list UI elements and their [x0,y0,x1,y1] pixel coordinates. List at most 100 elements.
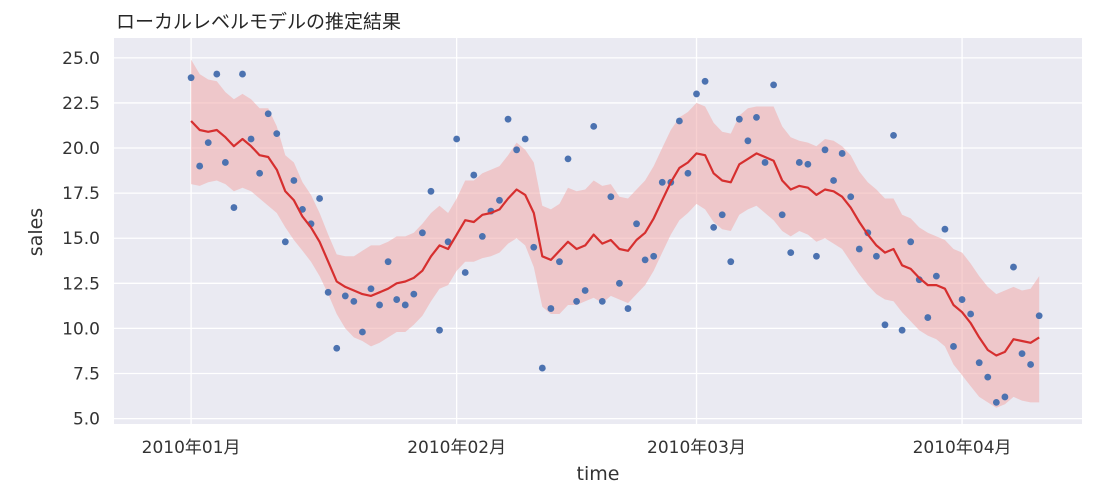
data-point [350,297,358,305]
data-point [1001,393,1009,401]
data-point [333,344,341,352]
data-point [213,70,221,78]
data-point [838,150,846,157]
data-point [984,373,992,381]
data-point [616,279,623,287]
data-point [410,290,418,298]
data-point [504,115,512,123]
data-point [187,74,195,82]
data-point [513,146,521,154]
data-point [675,117,683,125]
data-point [701,77,709,85]
data-point [521,135,529,143]
data-point [898,326,906,334]
data-point [221,159,229,166]
data-point [436,326,443,334]
data-point [658,178,666,186]
data-point [795,159,803,166]
data-point [581,287,589,294]
data-point [316,195,323,202]
data-point [950,343,957,350]
data-point [564,155,572,163]
data-point [890,132,897,139]
data-point [847,193,855,201]
data-point [624,305,632,312]
data-point [281,238,289,246]
data-point [770,81,778,89]
data-point [461,269,469,276]
y-tick-label: 17.5 [62,184,100,204]
data-point [932,272,940,280]
data-point [718,211,726,219]
y-tick-label: 12.5 [62,274,100,294]
data-point [376,301,383,309]
chart-title: ローカルレベルモデルの推定結果 [116,11,401,33]
data-point [1018,350,1026,358]
x-tick-label: 2010年03月 [647,438,746,458]
x-tick-label: 2010年01月 [142,438,241,458]
y-tick-label: 20.0 [62,139,100,159]
data-point [547,305,555,312]
data-point [239,70,246,78]
data-point [727,258,735,266]
data-point [598,297,606,305]
data-point [650,252,658,260]
data-point [744,137,752,145]
data-point [633,220,640,228]
data-point [384,258,392,266]
data-point [324,288,332,296]
x-axis-label: time [577,463,620,485]
data-point [907,238,915,246]
data-point [496,196,503,204]
data-point [881,321,889,329]
data-point [924,314,932,321]
x-tick-label: 2010年04月 [913,438,1012,458]
data-point [873,252,880,260]
data-point [401,301,409,309]
data-point [693,90,700,98]
data-point [573,297,580,305]
data-point [992,398,1000,406]
data-point [444,238,452,246]
data-point [538,364,546,372]
data-point [684,169,692,177]
data-point [453,135,461,143]
y-tick-label: 22.5 [62,94,100,114]
plot-area: 5.0 7.5 10.0 12.5 15.0 17.5 20.0 22.5 25.0 2010年0… [62,38,1082,458]
data-point [273,130,281,137]
data-point [761,159,769,166]
y-axis-label: sales [25,208,47,256]
data-point [590,122,598,130]
data-point [367,285,375,293]
y-tick-label: 7.5 [73,364,100,384]
data-point [804,160,812,168]
y-tick-label: 10.0 [62,319,100,339]
data-point [264,110,272,118]
data-point [393,296,401,303]
y-tick-label: 5.0 [73,410,100,430]
data-point [830,177,837,184]
data-point [787,249,795,257]
data-point [975,359,983,367]
data-point [204,139,212,147]
data-point [359,328,366,336]
data-point [256,169,264,177]
data-point [967,310,975,318]
data-point [556,258,563,266]
data-point [470,171,478,179]
data-point [1027,361,1035,368]
data-point [778,211,786,219]
data-point [753,113,760,121]
data-point [230,204,238,211]
x-tick-label: 2010年02月 [407,438,506,458]
data-point [1035,312,1043,320]
data-point [196,162,204,170]
data-point [247,135,255,143]
data-point [1010,263,1017,271]
data-point [821,146,829,154]
confidence-band [191,59,1040,408]
data-point [855,245,863,253]
data-point [710,223,718,231]
data-point [607,193,615,201]
